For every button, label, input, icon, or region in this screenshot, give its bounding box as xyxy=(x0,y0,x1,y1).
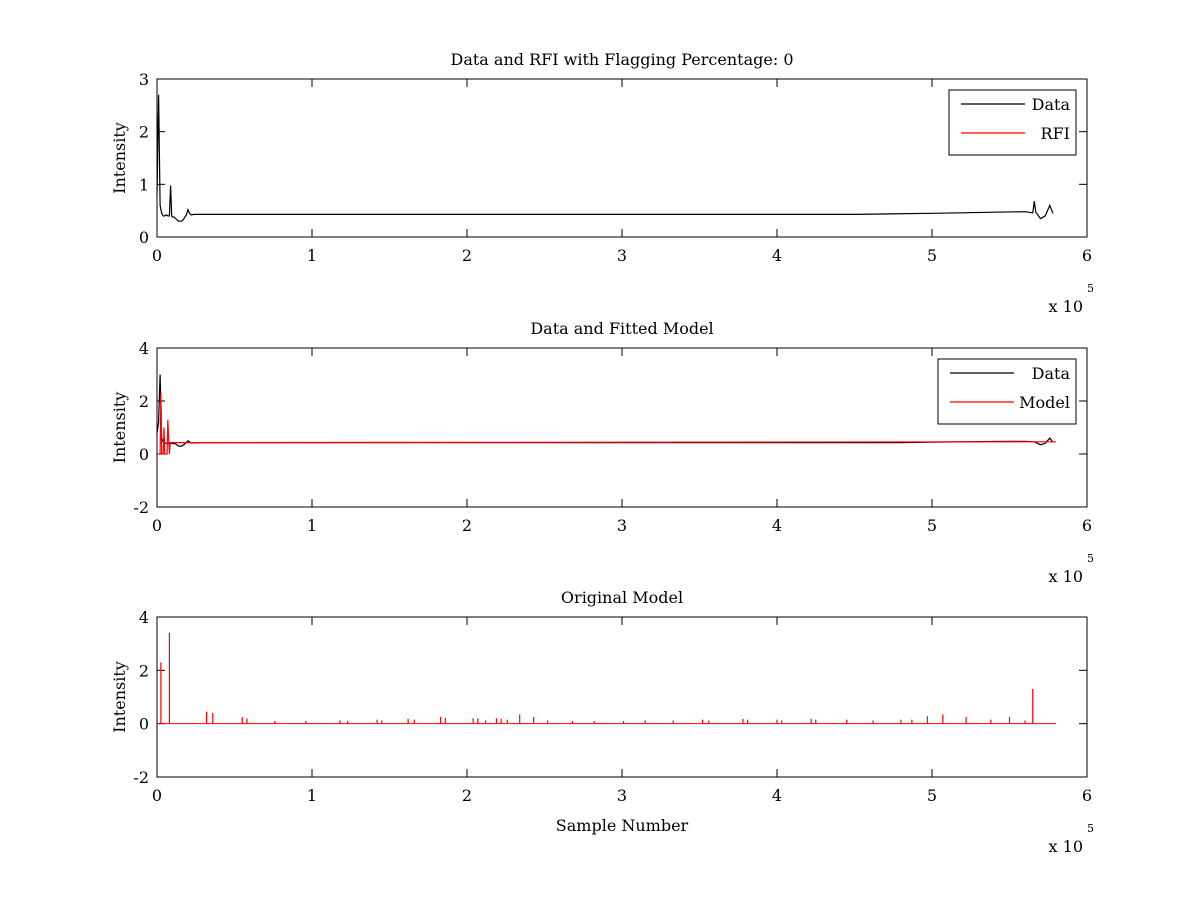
x-tick-label: 5 xyxy=(927,786,937,805)
x-tick-label: 3 xyxy=(617,786,627,805)
series-line-data xyxy=(157,94,1054,222)
x-multiplier: x 10 xyxy=(1049,837,1083,856)
x-tick-label: 6 xyxy=(1082,516,1092,535)
legend: Data RFI xyxy=(948,89,1077,156)
chart-title: Data and Fitted Model xyxy=(530,319,713,338)
y-axis-label: Intensity xyxy=(110,392,129,464)
legend-box xyxy=(937,358,1077,425)
x-tick-label: 2 xyxy=(462,246,472,265)
chart-title: Data and RFI with Flagging Percentage: 0 xyxy=(450,50,793,69)
legend-label: Data xyxy=(1032,95,1071,114)
x-tick-label: 6 xyxy=(1082,786,1092,805)
y-axis-label: Intensity xyxy=(110,122,129,194)
legend-box xyxy=(948,89,1077,156)
x-multiplier: x 10 xyxy=(1049,297,1083,316)
y-tick-label: 0 xyxy=(139,228,149,247)
x-tick-label: 3 xyxy=(617,246,627,265)
y-axis-label: Intensity xyxy=(110,661,129,733)
series-line-model xyxy=(157,393,1057,455)
plot-area xyxy=(157,374,1057,455)
x-tick-label: 5 xyxy=(927,246,937,265)
x-axis-label: Sample Number xyxy=(556,816,689,835)
x-tick-label: 4 xyxy=(772,516,782,535)
chart-title: Original Model xyxy=(561,588,683,607)
legend: Data Model xyxy=(937,358,1077,425)
x-tick-label: 3 xyxy=(617,516,627,535)
y-tick-label: 0 xyxy=(139,445,149,464)
axes-box xyxy=(156,616,1088,778)
x-tick-label: 0 xyxy=(152,516,162,535)
y-tick-label: 4 xyxy=(139,339,149,358)
x-multiplier-exponent: 5 xyxy=(1087,822,1094,835)
x-tick-label: 1 xyxy=(307,786,317,805)
legend-label: RFI xyxy=(1041,124,1070,143)
subplot-1: Data and RFI with Flagging Percentage: 0… xyxy=(110,50,1094,316)
x-tick-label: 1 xyxy=(307,516,317,535)
plot-area xyxy=(157,94,1054,222)
y-tick-label: 1 xyxy=(139,175,149,194)
legend-label: Data xyxy=(1032,364,1071,383)
x-tick-label: 0 xyxy=(152,246,162,265)
x-tick-label: 1 xyxy=(307,246,317,265)
x-multiplier: x 10 xyxy=(1049,567,1083,586)
plot-area xyxy=(157,633,1056,725)
x-tick-label: 0 xyxy=(152,786,162,805)
x-tick-label: 4 xyxy=(772,246,782,265)
series-line-data xyxy=(157,374,1054,447)
y-tick-label: 2 xyxy=(139,392,149,411)
y-tick-label: 2 xyxy=(139,123,149,142)
x-tick-label: 6 xyxy=(1082,246,1092,265)
y-tick-label: 2 xyxy=(139,661,149,680)
x-tick-label: 4 xyxy=(772,786,782,805)
x-multiplier-exponent: 5 xyxy=(1087,282,1094,295)
x-tick-label: 2 xyxy=(462,516,472,535)
x-tick-label: 5 xyxy=(927,516,937,535)
y-tick-label: 0 xyxy=(139,715,149,734)
y-tick-label: -2 xyxy=(133,498,149,517)
subplot-3: Original Model Intensity Sample Number 0 1 2 3… xyxy=(110,588,1094,856)
x-multiplier-exponent: 5 xyxy=(1087,552,1094,565)
x-tick-label: 2 xyxy=(462,786,472,805)
y-tick-label: 4 xyxy=(139,608,149,627)
legend-label: Model xyxy=(1019,393,1070,412)
y-tick-label: -2 xyxy=(133,768,149,787)
y-tick-label: 3 xyxy=(139,70,149,89)
